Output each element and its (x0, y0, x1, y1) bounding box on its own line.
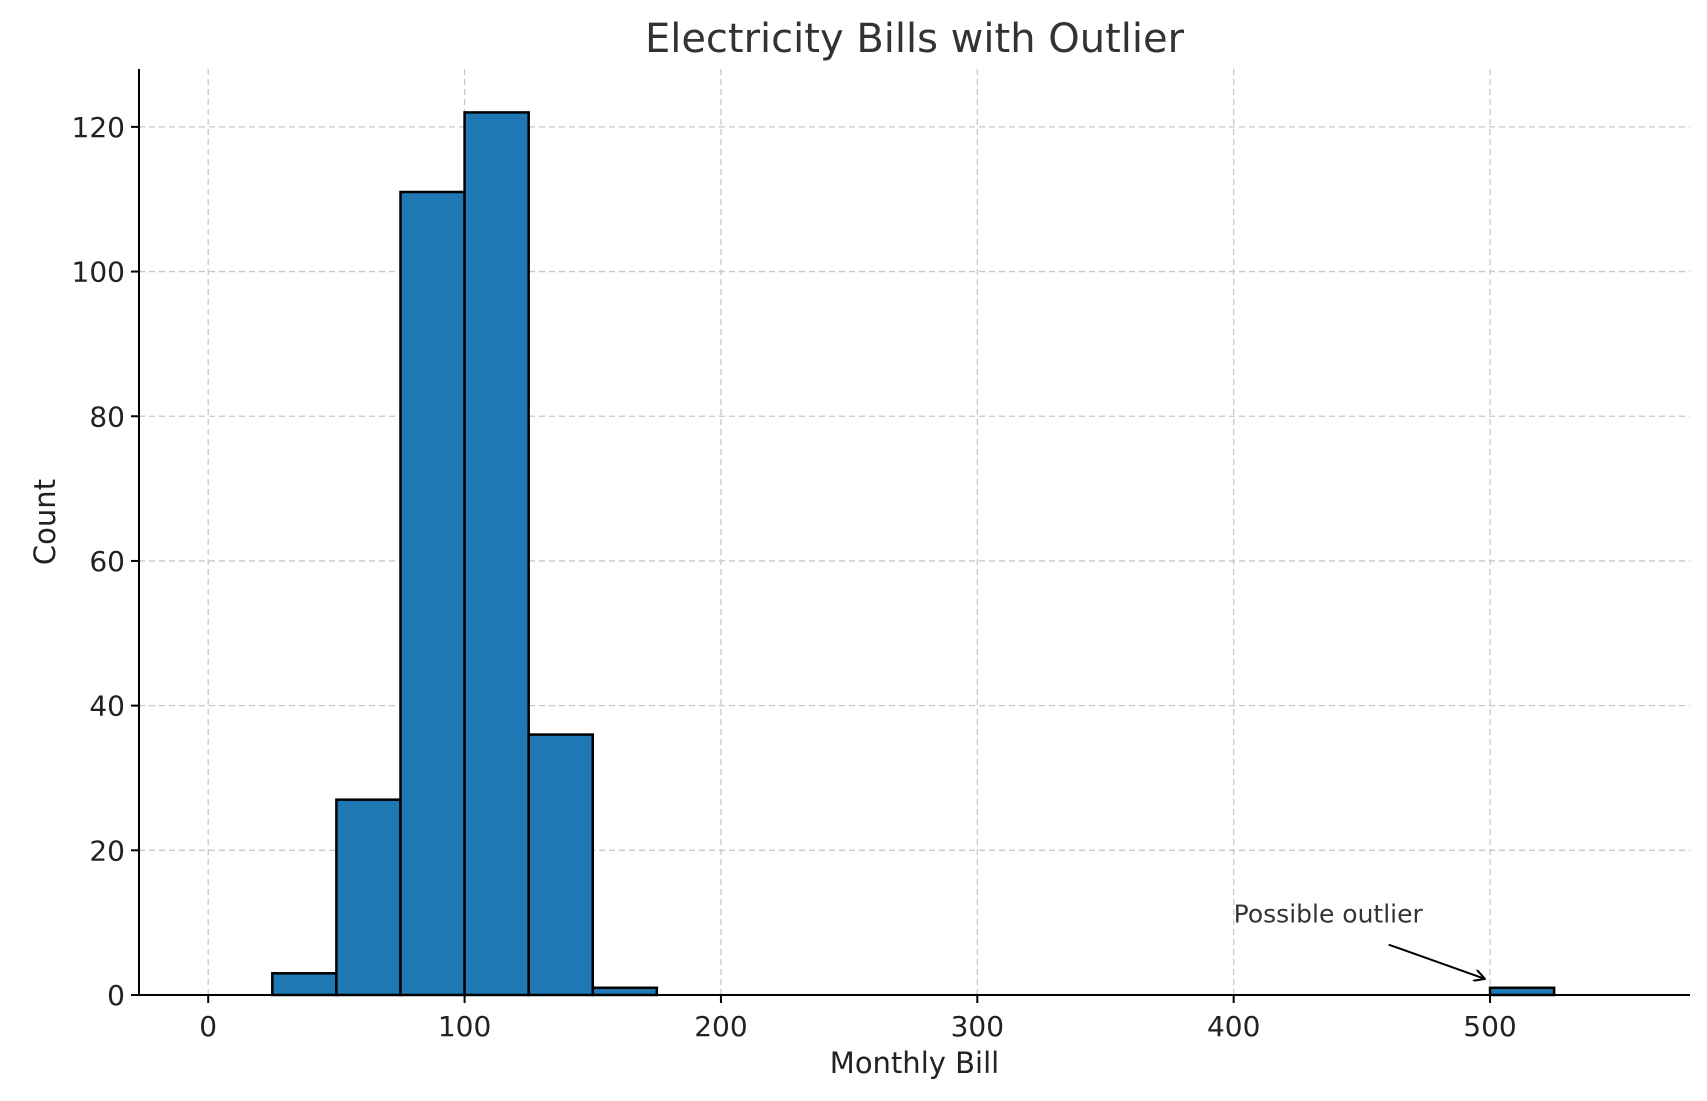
annotation-arrow (1388, 943, 1484, 979)
y-axis-label: Count (28, 479, 62, 565)
histogram-bar (463, 111, 530, 997)
axes: 0 100 200 300 400 500 0 20 40 60 80 100 120 (72, 69, 1690, 1043)
x-tick-label: 400 (1207, 1010, 1260, 1043)
x-tick-label: 500 (1463, 1010, 1516, 1043)
histogram-bar (335, 798, 402, 997)
histogram-bar (527, 733, 595, 997)
x-tick-label: 0 (199, 1010, 217, 1043)
y-tick-label: 100 (72, 256, 125, 289)
chart-title: Electricity Bills with Outlier (645, 16, 1185, 62)
x-tick-label: 300 (951, 1010, 1004, 1043)
x-tick-label: 100 (438, 1010, 491, 1043)
y-tick-label: 20 (89, 834, 125, 867)
histogram-bar (591, 986, 659, 997)
outlier-annotation: Possible outlier (1234, 900, 1484, 979)
y-tick-label: 40 (89, 690, 125, 723)
y-tick-label: 0 (107, 979, 125, 1012)
annotation-label: Possible outlier (1234, 900, 1424, 929)
histogram-bars (271, 111, 1556, 997)
y-tick-label: 120 (72, 111, 125, 144)
histogram-bar (399, 190, 466, 997)
y-tick-label: 60 (89, 545, 125, 578)
x-axis-label: Monthly Bill (830, 1046, 999, 1080)
y-tick-label: 80 (89, 400, 125, 433)
histogram-bar (1488, 986, 1556, 997)
x-tick-label: 200 (694, 1010, 747, 1043)
histogram-bar (271, 972, 338, 997)
